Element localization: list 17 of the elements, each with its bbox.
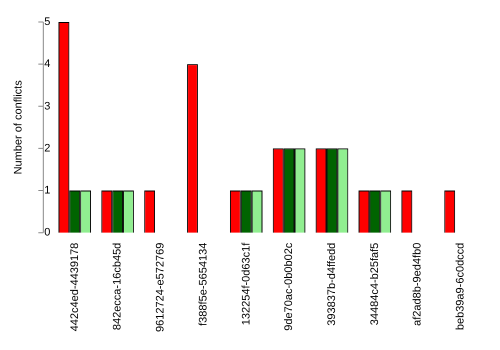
y-tick-label: 5 (44, 16, 50, 28)
x-tick-label: 842ecca-16cb45d (112, 242, 124, 330)
x-tick-label: 9de70ac-0b0b02c (283, 242, 296, 331)
y-tick-label: 2 (44, 142, 50, 154)
x-tick-label: beb39a9-6c0dccd (454, 242, 467, 330)
y-tick-label: 4 (44, 58, 50, 70)
y-tick-label: 0 (44, 226, 50, 239)
y-axis-title: Number of conflicts (12, 80, 25, 174)
x-tick-label: 393837b-d4ffedd (326, 242, 338, 326)
y-tick-label: 3 (44, 100, 50, 112)
x-tick-label: af2ad8b-9ed4fb0 (412, 242, 424, 326)
x-tick-label: f388f5e-5654134 (197, 242, 210, 326)
x-tick-label: 442c4ed-4439178 (68, 242, 81, 332)
x-tick-label: 132254f-0d63c1f (240, 242, 252, 326)
x-tick-label: 34484c4-b25faf5 (368, 242, 381, 326)
x-tick-label: 9612724-e572769 (154, 242, 167, 332)
y-tick-label: 1 (44, 184, 50, 197)
